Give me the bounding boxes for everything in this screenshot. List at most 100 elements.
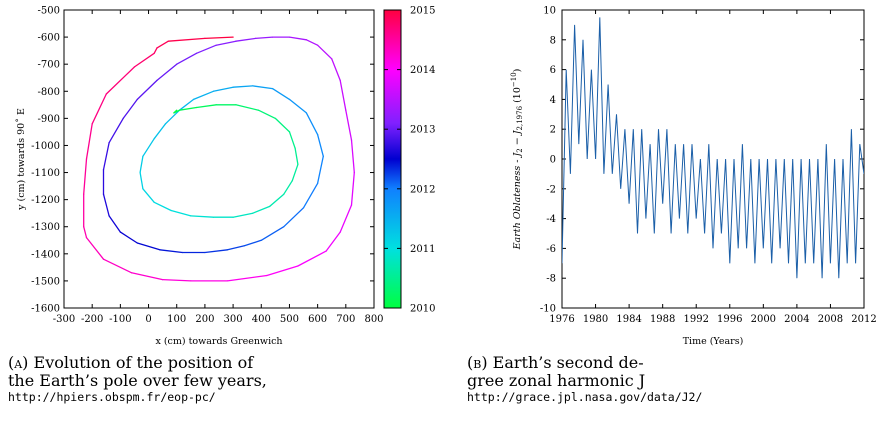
colorbar-tick-label: 2011 [410,244,435,255]
colorbar-tick-label: 2013 [410,125,435,136]
pole-path-segment [345,109,353,141]
pole-path-segment [274,117,291,133]
x-tick-label-a: 0 [145,314,151,325]
pole-path-segment [164,109,181,125]
pole-path-segment [204,36,234,40]
caption-b-line1: Earth’s second de- [487,354,644,372]
y-tick-label-b: -4 [546,214,556,225]
pole-path-segment [83,226,88,239]
y-tick-label-a: -1000 [31,141,60,152]
y-ticks-a: -500 -600 -700 -800 -900 -1000 -1100 -1200 -1300… [31,6,374,315]
pole-path-segment [176,52,198,65]
pole-path-segment [243,239,262,247]
caption-b-line2: gree zonal harmonic J [467,371,646,390]
pole-path-segment [122,98,138,120]
pole-path-segment [156,63,178,82]
x-tick-label-a: 800 [364,314,383,325]
chart-j2: 1976 1980 1984 1988 1992 1996 2000 2004 2008 2012… [510,6,877,348]
pole-path-segment [173,109,178,114]
y-tick-label-b: 8 [550,35,556,46]
pole-path-segment [167,37,206,42]
pole-path-segment [316,133,324,157]
pole-path-segment [139,155,144,174]
pole-path-segment [91,93,107,125]
colorbar-gradient [383,9,402,309]
pole-path-segment [153,123,167,140]
y-tick-label-a: -500 [38,6,60,17]
pole-path-segment [339,79,347,111]
x-tick-label-a: 500 [280,314,299,325]
pole-path-segment [102,258,133,274]
pole-path-segment [291,163,299,182]
plot-area-b [561,9,865,309]
y-tick-label-b: 4 [550,95,556,106]
y-tick-label-a: -900 [38,114,60,125]
y-tick-label-a: -1600 [31,304,60,315]
y-tick-label-a: -700 [38,60,60,71]
pole-path-segment [269,193,285,208]
pole-path-segment [226,274,268,282]
pole-path-segment [305,39,319,46]
pole-path-segment [235,37,257,42]
y-axis-label-b: Earth Oblateness - J2 − J2,1976 (10−10) [510,69,524,251]
pole-path-segment [153,201,172,212]
pole-path-segment [297,250,327,267]
x-tick-label-b: 1980 [583,314,608,325]
x-tick-label-b: 1984 [616,314,641,325]
caption-b-label: (b) [467,354,488,372]
y-tick-label-a: -600 [38,33,60,44]
pole-path-segment [204,249,229,254]
x-tick-label-b: 2012 [851,314,876,325]
pole-path-segment [271,87,291,101]
pole-path-segment [105,66,136,95]
pole-path-segment [108,117,124,144]
x-tick-label-a: 300 [224,314,243,325]
pole-path-segment [136,79,158,101]
pole-path-segment [83,158,88,195]
y-tick-label-b: -2 [546,184,556,195]
y-tick-label-b: 0 [550,155,556,166]
x-tick-label-b: 2004 [784,314,809,325]
pole-path-segment [235,104,260,111]
x-ticks-b: 1976 1980 1984 1988 1992 1996 2000 2004 2008 2012 [549,10,877,325]
y-tick-label-a: -1200 [31,195,60,206]
pole-path-segment [170,209,192,217]
pole-path-segment [294,147,299,166]
colorbar-tick-label: 2015 [410,6,435,17]
caption-b-url[interactable]: http://grace.jpl.nasa.gov/data/J2/ [467,390,703,404]
y-tick-label-a: -800 [38,87,60,98]
y-axis-label-a: y (cm) towards 90˚ E [15,108,27,211]
x-tick-label-a: 700 [336,314,355,325]
y-tick-label-b: 2 [550,125,556,136]
x-tick-label-b: 1976 [549,314,574,325]
x-tick-label-a: -300 [53,314,75,325]
pole-path-segment [260,226,285,241]
x-tick-label-a: 600 [308,314,327,325]
pole-path-segment [302,182,319,209]
pole-path-segment [325,231,341,252]
pole-path-segment [305,112,319,136]
pole-path-segment [288,98,308,114]
x-tick-label-a: 200 [195,314,214,325]
pole-path-segment [136,242,161,251]
pole-path-segment [288,36,308,41]
x-tick-label-b: 2000 [751,314,776,325]
colorbar-tick-label: 2014 [410,65,435,76]
x-tick-label-b: 1988 [650,314,675,325]
pole-path-segment [232,212,254,218]
y-tick-label-a: -1500 [31,276,60,287]
x-axis-label-a: x (cm) towards Greenwich [155,336,282,347]
pole-path-segment [159,249,184,254]
chart-pole-position: -300 -200 -100 0 100 200 300 400 500 600 700 800 -5… [15,6,384,348]
caption-a-url[interactable]: http://hpiers.obspm.fr/eop-pc/ [8,390,216,404]
pole-path-segment [108,215,122,233]
pole-path-segment [190,215,215,218]
y-tick-label-a: -1300 [31,222,60,233]
pole-path-segment [215,40,237,46]
x-tick-label-a: -100 [109,314,131,325]
pole-path-segment [153,47,158,54]
caption-a-line2: the Earth’s pole over few years, [8,371,267,390]
x-tick-label-a: -200 [81,314,103,325]
pole-path-segment [119,231,138,244]
y-tick-label-b: -8 [546,274,556,285]
